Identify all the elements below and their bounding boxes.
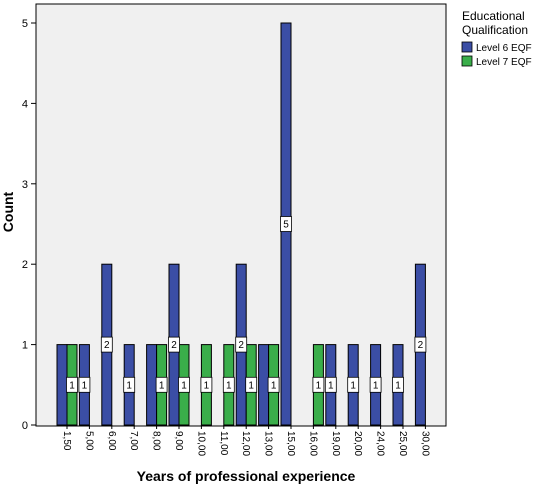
data-label: 1 <box>78 376 91 393</box>
x-tick-label: 20,00 <box>352 431 363 456</box>
data-label-value: 1 <box>350 380 356 391</box>
data-label: 2 <box>100 336 113 353</box>
data-label-box <box>347 376 360 393</box>
data-label: 1 <box>392 376 404 393</box>
data-label-value: 5 <box>283 220 289 231</box>
data-label-box <box>200 376 213 393</box>
data-label-box <box>235 336 248 353</box>
data-label: 1 <box>369 376 382 393</box>
x-tick-label: 25,00 <box>397 431 408 456</box>
data-label-value: 1 <box>126 380 132 391</box>
data-label-value: 1 <box>328 380 334 391</box>
x-tick-label: 15,00 <box>285 431 296 456</box>
data-label-value: 1 <box>373 380 379 391</box>
data-label-value: 1 <box>248 380 254 391</box>
data-label-box <box>245 376 258 393</box>
legend-swatch <box>461 41 473 53</box>
data-label-value: 2 <box>104 340 110 351</box>
data-label: 1 <box>347 376 360 393</box>
y-tick-label: 0 <box>22 420 28 432</box>
data-label-value: 1 <box>395 380 401 391</box>
data-label: 2 <box>414 336 427 353</box>
data-label-value: 1 <box>204 380 210 391</box>
data-label-box <box>222 376 235 393</box>
legend: Educational Qualification Level 6 EQF Lev… <box>461 9 532 68</box>
data-label-value: 1 <box>69 380 75 391</box>
y-tick-label: 2 <box>22 259 28 271</box>
data-label-value: 1 <box>271 380 277 391</box>
x-tick-label: 9,00 <box>173 431 184 451</box>
data-label-value: 2 <box>418 340 424 351</box>
data-label-box <box>392 376 404 393</box>
bar-level6 <box>146 344 158 426</box>
y-tick-label: 4 <box>22 98 28 110</box>
legend-label: Level 6 EQF <box>476 43 532 54</box>
data-label-value: 1 <box>82 380 88 391</box>
data-label-value: 1 <box>226 380 232 391</box>
x-tick-label: 30,00 <box>419 431 430 456</box>
x-axis-title: Years of professional experience <box>137 468 356 484</box>
data-label-box <box>155 376 168 393</box>
bar-level6 <box>258 344 270 426</box>
data-label: 2 <box>168 336 180 353</box>
data-label: 1 <box>312 376 325 393</box>
x-tick-label: 11,00 <box>218 431 229 456</box>
y-tick-label: 3 <box>22 179 28 191</box>
data-label: 1 <box>123 376 136 393</box>
x-tick-label: 19,00 <box>330 431 341 456</box>
data-label-value: 1 <box>159 380 165 391</box>
data-labels: 1 121 121 1 121 151 1 1 1 12 <box>66 216 427 393</box>
data-label-box <box>267 376 280 393</box>
x-tick-label: 5,00 <box>83 431 94 451</box>
data-label-box <box>178 376 190 393</box>
x-tick-label: 6,00 <box>106 431 117 451</box>
data-label: 5 <box>280 216 292 232</box>
data-label-box <box>280 216 292 232</box>
x-tick-label: 16,00 <box>307 431 318 456</box>
x-tick-label: 13,00 <box>263 431 274 456</box>
data-label-value: 1 <box>316 380 322 391</box>
data-label: 1 <box>66 376 78 393</box>
data-label: 1 <box>245 376 258 393</box>
data-label-box <box>168 336 180 353</box>
data-label: 2 <box>235 336 248 353</box>
data-label-box <box>312 376 325 393</box>
data-label: 1 <box>178 376 190 393</box>
data-label: 1 <box>222 376 235 393</box>
data-label: 1 <box>200 376 213 393</box>
data-label-box <box>100 336 113 353</box>
data-label-box <box>324 376 337 393</box>
x-tick-label: 10,00 <box>195 431 206 456</box>
x-tick-label: 7,00 <box>128 431 139 451</box>
data-label-box <box>123 376 136 393</box>
y-axis: 0 1 2 3 4 5 <box>22 18 36 432</box>
y-tick-label: 1 <box>22 340 28 352</box>
data-label: 1 <box>324 376 337 393</box>
data-label-box <box>78 376 91 393</box>
data-label-box <box>369 376 382 393</box>
legend-title-line-2: Qualification <box>462 23 528 37</box>
bar-level6 <box>56 344 68 426</box>
x-tick-label: 8,00 <box>151 431 162 451</box>
data-label-box <box>414 336 427 353</box>
data-label-value: 1 <box>181 380 187 391</box>
data-label-box <box>66 376 78 393</box>
y-tick-label: 5 <box>22 18 28 30</box>
data-label: 1 <box>155 376 168 393</box>
x-tick-label: 1,50 <box>61 431 72 451</box>
x-tick-label: 12,00 <box>240 431 251 456</box>
data-label-value: 2 <box>171 340 177 351</box>
data-label: 1 <box>267 376 280 393</box>
legend-label: Level 7 EQF <box>476 57 532 68</box>
legend-title-line-1: Educational <box>462 9 525 23</box>
y-axis-title: Count <box>0 191 16 232</box>
x-axis: 1,50 5,00 6,00 7,00 8,00 9,00 10,00 11,00 12,00 1… <box>61 425 430 456</box>
x-tick-label: 24,00 <box>375 431 386 456</box>
legend-swatch <box>461 55 473 67</box>
data-label-value: 2 <box>238 340 244 351</box>
